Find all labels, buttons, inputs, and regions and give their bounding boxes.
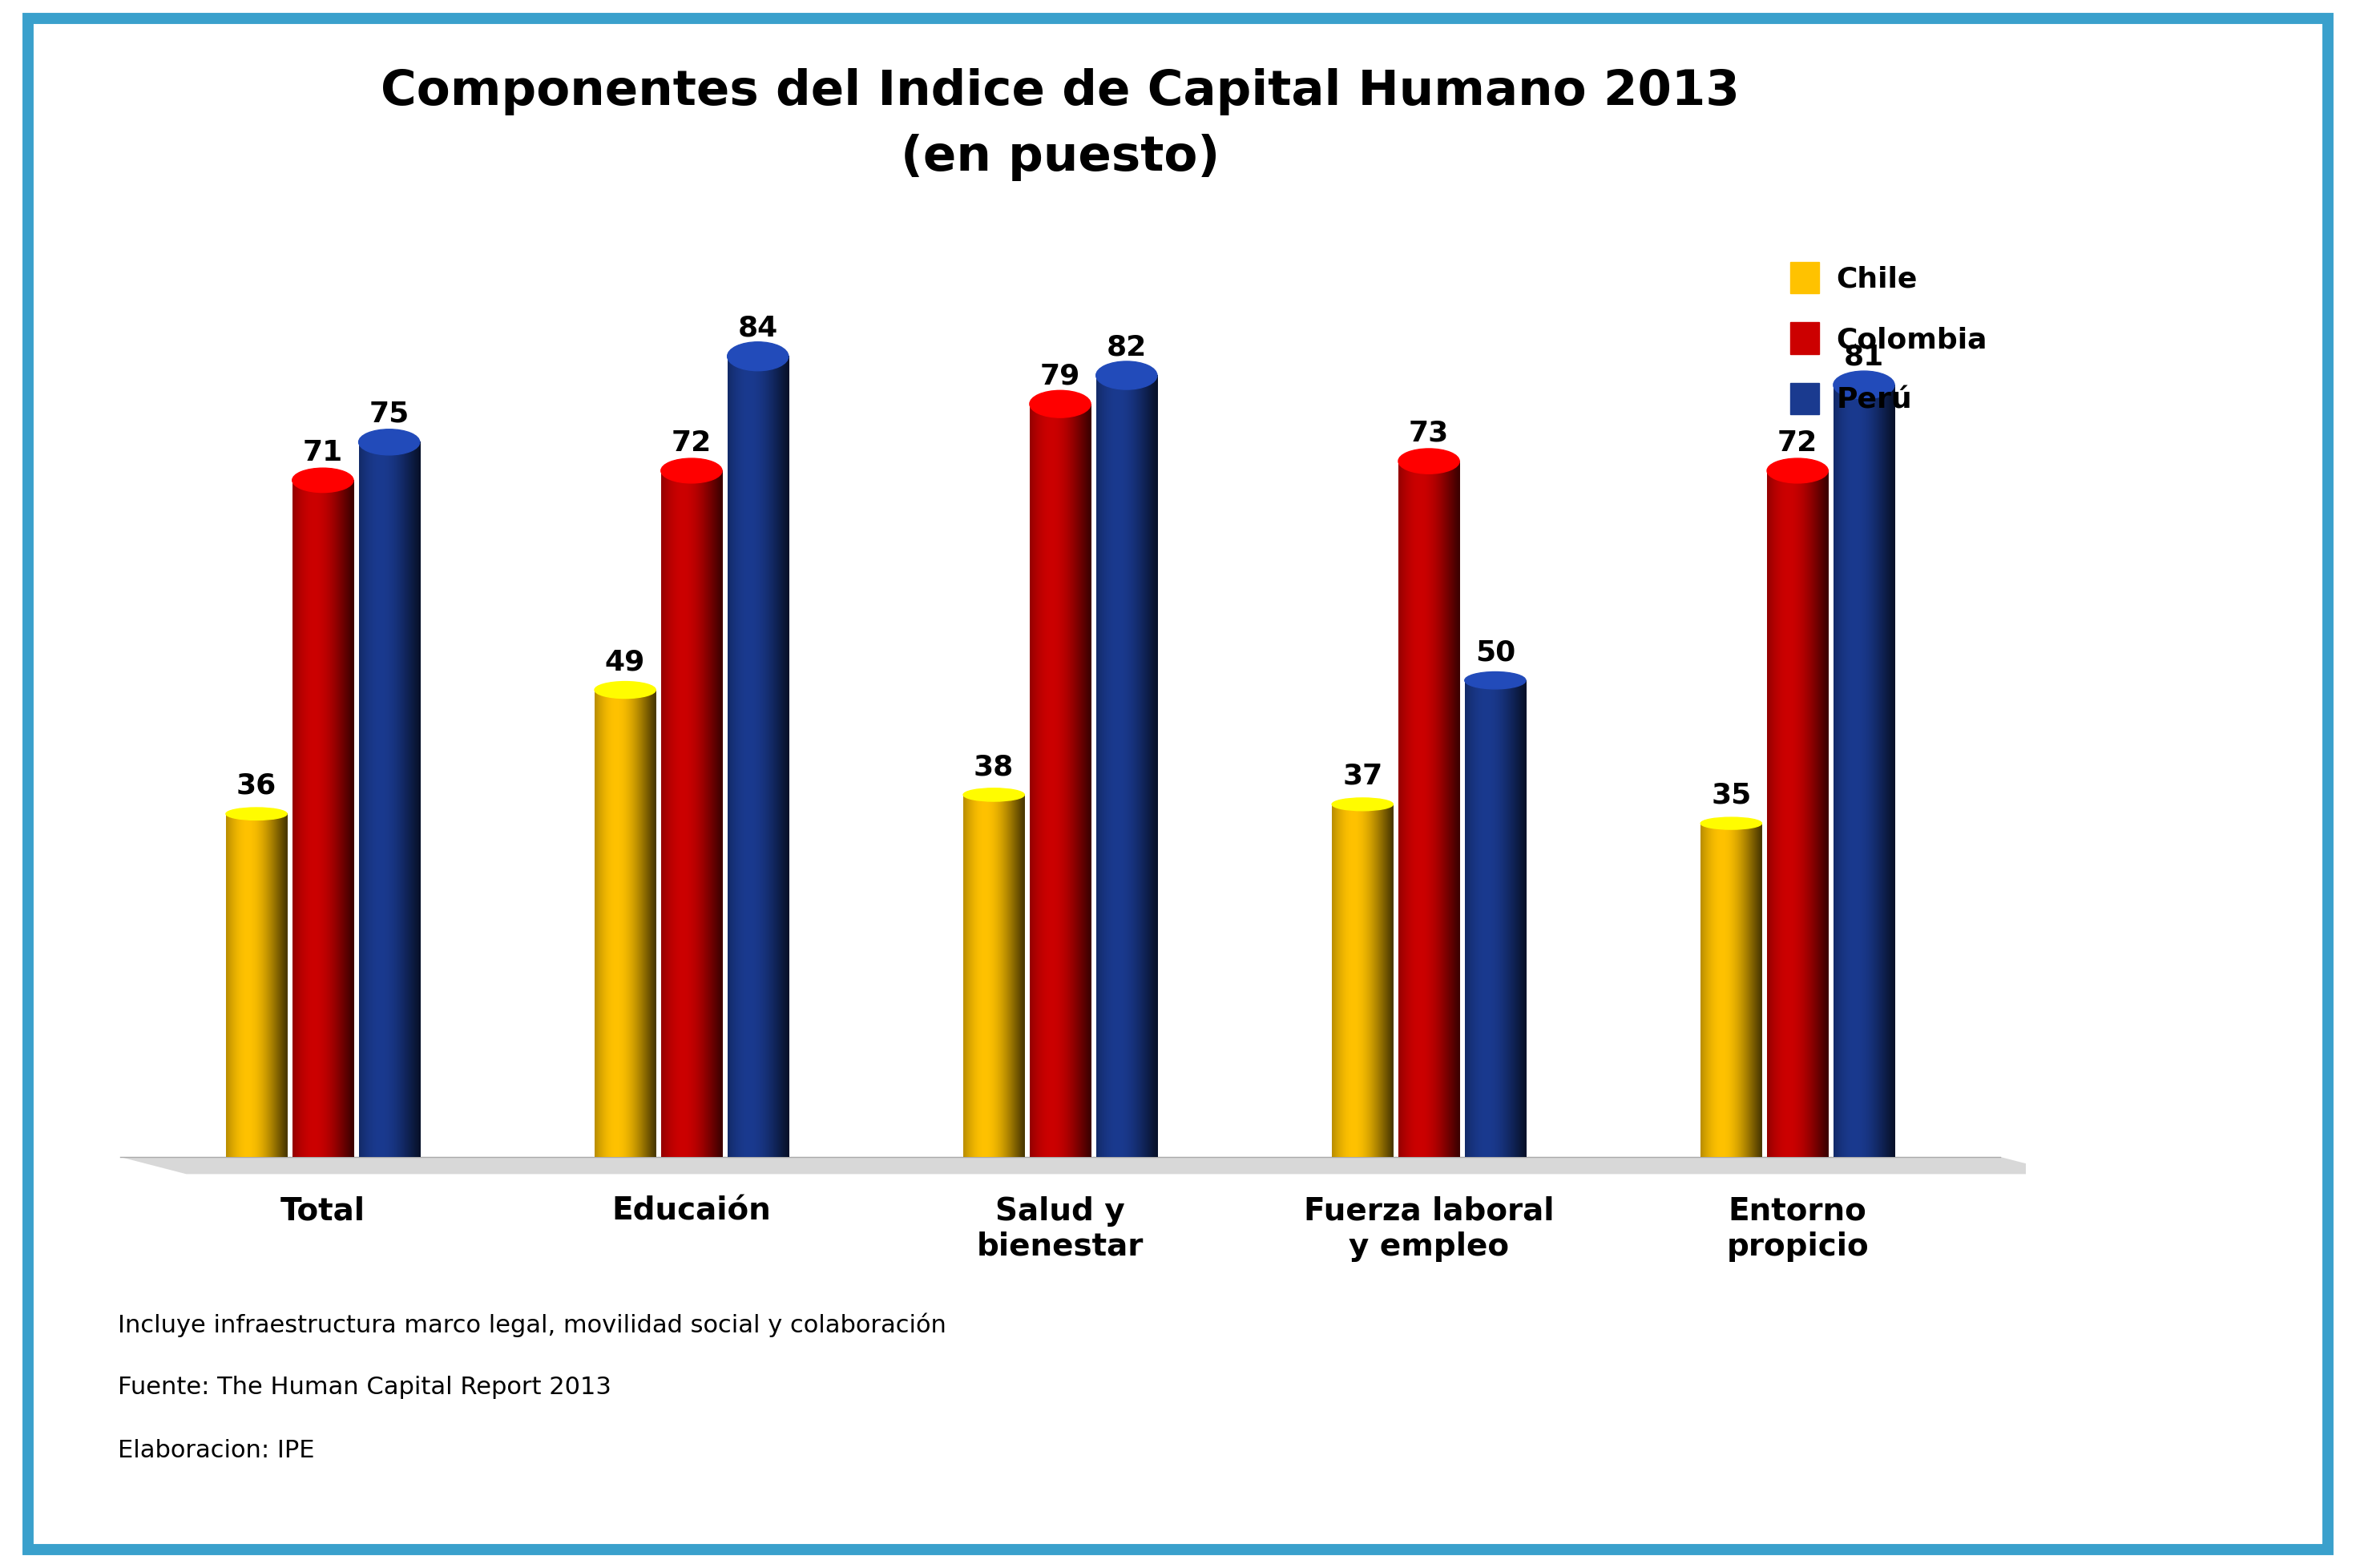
Text: 75: 75 [370,400,410,428]
Ellipse shape [728,342,789,370]
Ellipse shape [1030,390,1091,417]
Text: 81: 81 [1845,343,1885,370]
Ellipse shape [594,682,655,698]
Ellipse shape [226,808,287,820]
Text: 82: 82 [1107,334,1147,361]
Ellipse shape [358,430,419,455]
Ellipse shape [1096,361,1157,389]
Ellipse shape [1399,448,1458,474]
Polygon shape [120,1157,2066,1174]
Ellipse shape [662,458,721,483]
Text: 50: 50 [1475,638,1515,666]
Text: 84: 84 [737,315,777,342]
Text: 79: 79 [1039,362,1081,390]
Title: Componentes del Indice de Capital Humano 2013
(en puesto): Componentes del Indice de Capital Humano… [382,67,1739,180]
Ellipse shape [1331,798,1392,811]
Text: 72: 72 [671,430,712,456]
Text: 72: 72 [1776,430,1819,456]
Text: 73: 73 [1409,420,1449,447]
Ellipse shape [1767,458,1828,483]
Text: Fuente: The Human Capital Report 2013: Fuente: The Human Capital Report 2013 [118,1377,610,1399]
Legend: Chile, Colombia, Perú: Chile, Colombia, Perú [1776,248,2003,430]
Ellipse shape [964,789,1025,801]
Ellipse shape [1701,817,1762,829]
Ellipse shape [1465,671,1527,688]
Text: 38: 38 [973,753,1013,781]
Text: 36: 36 [236,773,276,800]
Text: Elaboracion: IPE: Elaboracion: IPE [118,1439,316,1461]
Text: 35: 35 [1710,782,1751,809]
Text: Incluye infraestructura marco legal, movilidad social y colaboración: Incluye infraestructura marco legal, mov… [118,1312,947,1338]
Ellipse shape [292,469,353,492]
Text: 71: 71 [302,439,344,466]
Text: 49: 49 [605,649,646,676]
Ellipse shape [1833,372,1894,398]
Text: 37: 37 [1343,762,1383,790]
